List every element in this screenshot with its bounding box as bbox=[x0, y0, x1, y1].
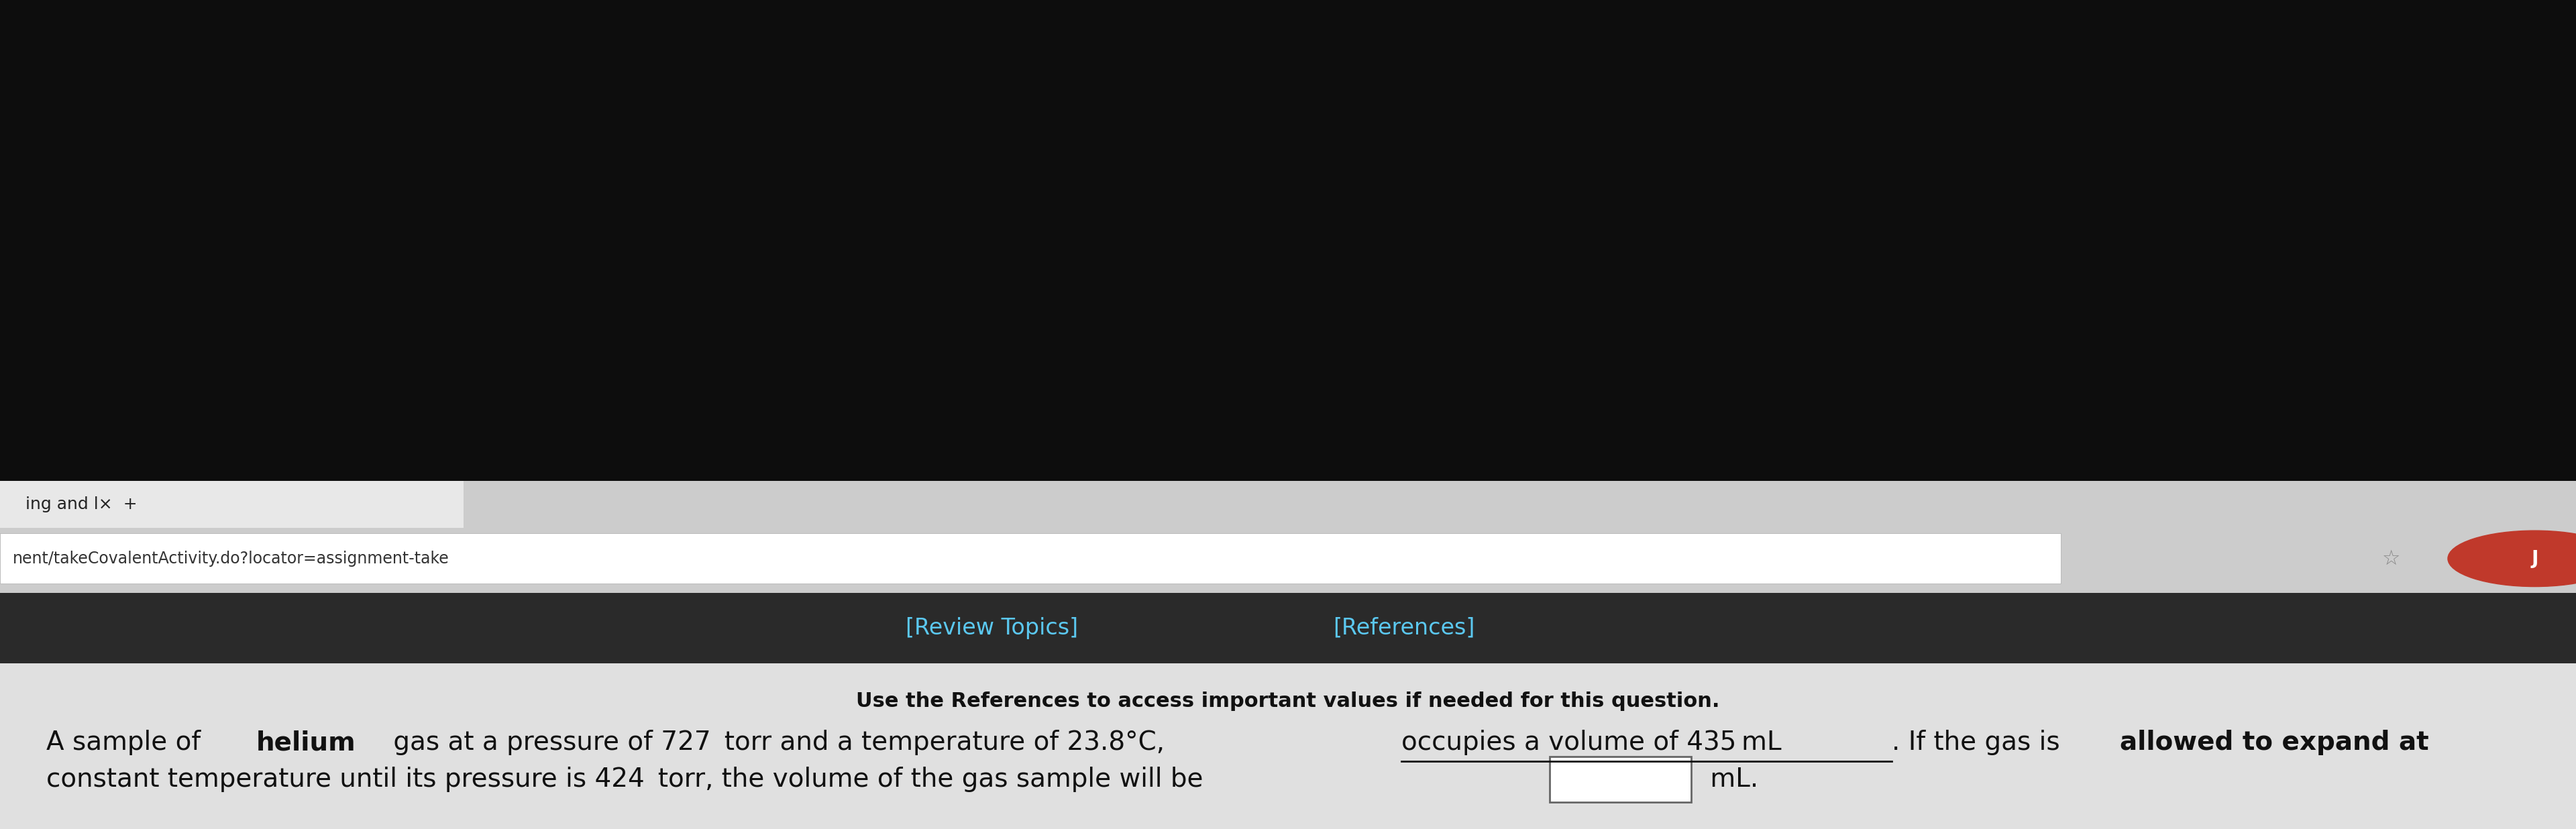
Text: ☆: ☆ bbox=[2380, 549, 2401, 569]
Text: . If the gas is: . If the gas is bbox=[1891, 730, 2069, 755]
Text: occupies a volume of 435 mL: occupies a volume of 435 mL bbox=[1401, 730, 1783, 755]
Bar bbox=[0, 0, 2576, 481]
Bar bbox=[0, 481, 2576, 593]
Text: [References]: [References] bbox=[1332, 617, 1476, 639]
Text: Use the References to access important values if needed for this question.: Use the References to access important v… bbox=[855, 691, 1721, 711]
Text: constant temperature until its pressure is 424  torr, the volume of the gas samp: constant temperature until its pressure … bbox=[46, 767, 1211, 792]
Circle shape bbox=[2447, 531, 2576, 587]
Text: nent/takeCovalentActivity.do?locator=assignment-take: nent/takeCovalentActivity.do?locator=ass… bbox=[13, 550, 448, 567]
Text: mL.: mL. bbox=[1703, 767, 1759, 792]
Bar bbox=[0, 481, 464, 528]
Text: A sample of: A sample of bbox=[46, 730, 209, 755]
Bar bbox=[1551, 756, 1692, 802]
Bar bbox=[0, 533, 2061, 584]
Text: ing and l×  +: ing and l× + bbox=[26, 497, 137, 512]
Text: helium: helium bbox=[255, 730, 355, 755]
Text: gas at a pressure of 727  torr and a temperature of 23.8°C,: gas at a pressure of 727 torr and a temp… bbox=[384, 730, 1172, 755]
Bar bbox=[0, 593, 2576, 663]
Text: ⛨: ⛨ bbox=[2452, 549, 2463, 569]
Text: J: J bbox=[2532, 549, 2537, 568]
Bar bbox=[0, 663, 2576, 829]
Text: [Review Topics]: [Review Topics] bbox=[907, 617, 1077, 639]
Text: allowed to expand at: allowed to expand at bbox=[2120, 730, 2429, 755]
